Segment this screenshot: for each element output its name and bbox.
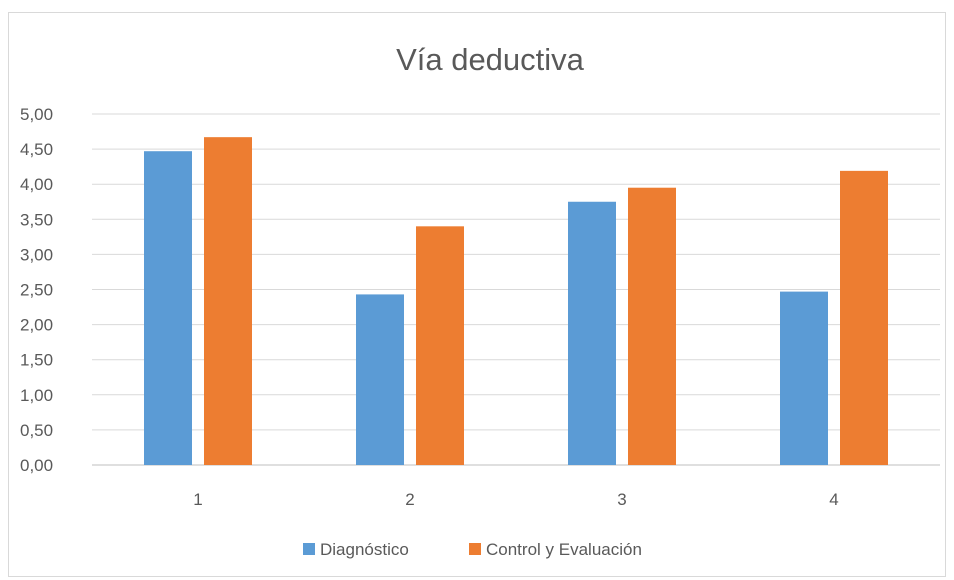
y-tick-label: 2,00: [20, 316, 53, 335]
bar-diagnostico-1: [144, 151, 192, 465]
x-tick-label: 1: [193, 490, 202, 509]
y-axis-tick-labels: 0,00 0,50 1,00 1,50 2,00 2,50 3,00 3,50 4,00 4,50…: [20, 105, 53, 475]
x-tick-label: 4: [829, 490, 838, 509]
y-tick-label: 5,00: [20, 105, 53, 124]
legend-swatch: [469, 543, 481, 555]
y-tick-label: 2,50: [20, 281, 53, 300]
y-tick-label: 4,50: [20, 140, 53, 159]
chart-title: Vía deductiva: [396, 42, 585, 77]
y-tick-label: 1,50: [20, 351, 53, 370]
legend-label: Diagnóstico: [320, 540, 409, 559]
y-tick-label: 0,00: [20, 456, 53, 475]
y-tick-label: 4,00: [20, 175, 53, 194]
y-tick-label: 1,00: [20, 386, 53, 405]
bar-diagnostico-4: [780, 291, 828, 465]
legend-swatch: [303, 543, 315, 555]
legend: Diagnóstico Control y Evaluación: [303, 540, 642, 559]
bar-control-evaluacion-3: [628, 187, 676, 465]
bar-diagnostico-3: [568, 201, 616, 465]
y-tick-label: 3,00: [20, 245, 53, 264]
bars: [144, 137, 888, 465]
bar-control-evaluacion-2: [416, 226, 464, 465]
legend-label: Control y Evaluación: [486, 540, 642, 559]
x-axis-tick-labels: 1 2 3 4: [193, 490, 838, 509]
x-tick-label: 2: [405, 490, 414, 509]
y-tick-label: 3,50: [20, 210, 53, 229]
y-tick-label: 0,50: [20, 421, 53, 440]
bar-diagnostico-2: [356, 294, 404, 465]
bar-control-evaluacion-1: [204, 137, 252, 465]
x-tick-label: 3: [617, 490, 626, 509]
bar-control-evaluacion-4: [840, 170, 888, 465]
